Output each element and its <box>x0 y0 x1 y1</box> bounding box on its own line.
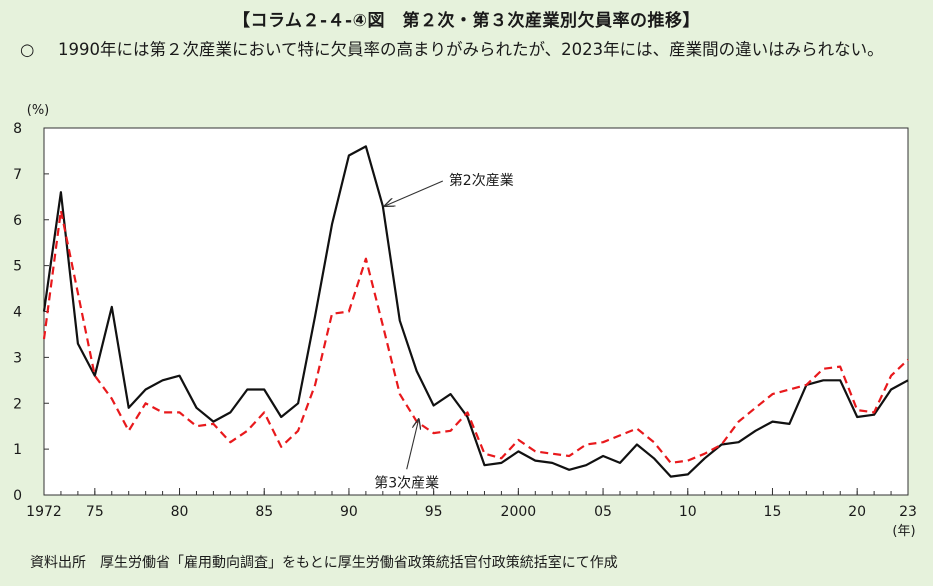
annotation-arrow <box>406 419 419 470</box>
chart-title: 【コラム２-４-④図 第２次・第３次産業別欠員率の推移】 <box>233 11 700 31</box>
summary-body: 1990年には第２次産業において特に欠員率の高まりがみられたが、2023年には、… <box>58 40 884 59</box>
x-tick-label: 75 <box>86 504 104 520</box>
x-tick-label: 90 <box>340 504 358 520</box>
x-tick-label: 15 <box>764 504 782 520</box>
y-tick-label: 1 <box>13 442 22 458</box>
annotation-arrow <box>385 180 444 206</box>
y-axis-label: (%) <box>27 103 50 118</box>
annotation-label: 第2次産業 <box>449 172 514 189</box>
y-tick-label: 5 <box>13 259 22 275</box>
y-tick-label: 8 <box>13 121 22 137</box>
y-tick-label: 2 <box>13 396 22 412</box>
x-tick-label: 95 <box>425 504 443 520</box>
series-line-1 <box>42 145 909 478</box>
x-tick-label: 10 <box>679 504 697 520</box>
y-tick-label: 6 <box>13 213 22 229</box>
source-note: 資料出所 厚生労働省「雇用動向調査」をもとに厚生労働省政策統括官付政策統括室にて… <box>30 555 618 571</box>
x-tick-label: 85 <box>255 504 273 520</box>
x-axis-label: (年) <box>892 524 915 539</box>
summary-text: ○ 1990年には第２次産業において特に欠員率の高まりがみられたが、2023年には… <box>20 38 920 62</box>
x-tick-label: 23 <box>899 504 917 520</box>
x-tick-label: 80 <box>171 504 189 520</box>
y-tick-label: 3 <box>13 350 22 366</box>
y-tick-label: 4 <box>13 305 22 321</box>
x-tick-label: 05 <box>594 504 612 520</box>
x-tick-label: 1972 <box>26 504 62 520</box>
x-tick-label: 2000 <box>501 504 537 520</box>
summary-bullet: ○ <box>20 40 35 59</box>
series-line-2 <box>42 209 909 464</box>
annotation-label: 第3次産業 <box>374 474 439 491</box>
y-tick-label: 0 <box>13 488 22 504</box>
x-tick-label: 20 <box>848 504 866 520</box>
y-tick-label: 7 <box>13 167 22 183</box>
